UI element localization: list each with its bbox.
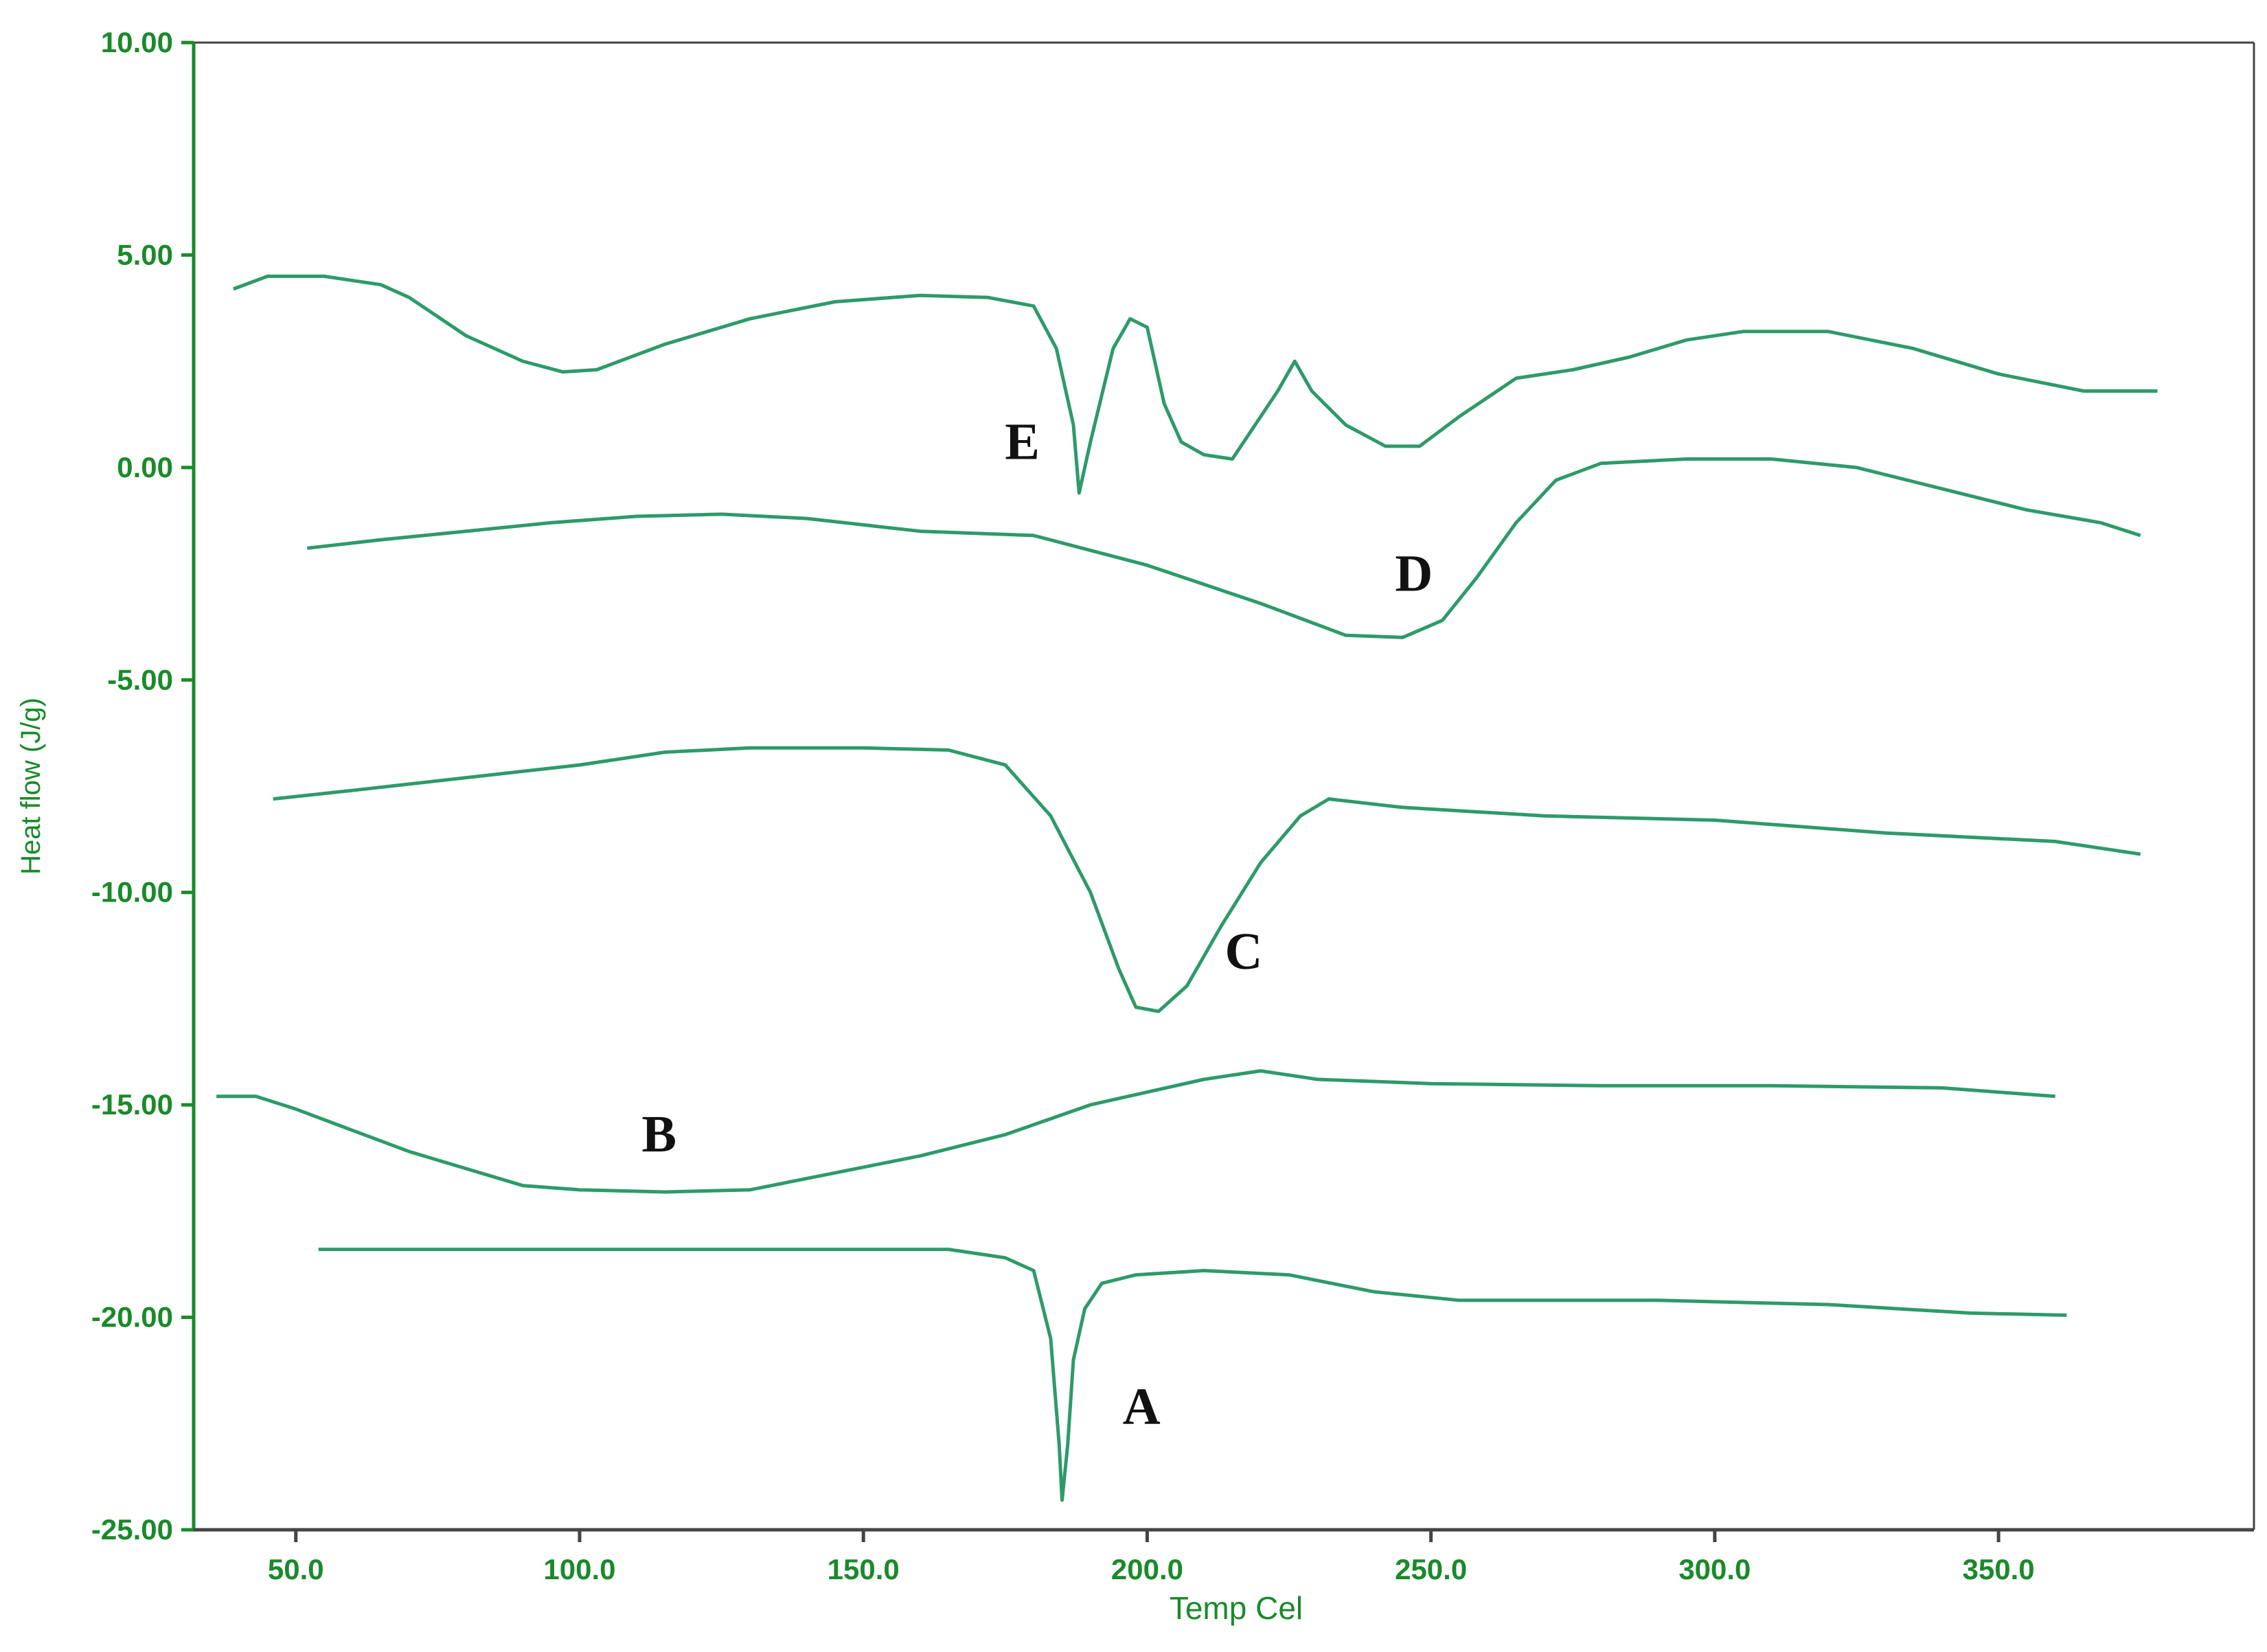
- y-tick-label: -15.00: [91, 1088, 173, 1121]
- x-tick-label: 300.0: [1678, 1553, 1751, 1585]
- y-tick-label: 10.00: [101, 26, 173, 58]
- y-tick-label: -5.00: [107, 663, 173, 696]
- x-axis-title: Temp Cel: [1170, 1590, 1303, 1626]
- x-tick-label: 200.0: [1111, 1553, 1183, 1585]
- curve-label-c: C: [1224, 923, 1262, 980]
- y-tick-label: 0.00: [117, 451, 173, 483]
- curve-e: [233, 274, 2158, 495]
- x-tick-label: 250.0: [1395, 1553, 1467, 1585]
- curve-d: [307, 457, 2141, 639]
- x-tick-label: 50.0: [268, 1553, 324, 1585]
- curve-label-a: A: [1123, 1377, 1161, 1435]
- x-tick-label: 150.0: [828, 1553, 900, 1585]
- y-tick-label: 5.00: [117, 238, 173, 271]
- x-tick-label: 350.0: [1963, 1553, 2035, 1585]
- curve-b: [216, 1069, 2055, 1194]
- y-tick-label: -10.00: [91, 876, 173, 908]
- y-axis-title: Heat flow (J/g): [16, 698, 46, 875]
- curve-label-b: B: [641, 1105, 676, 1163]
- curve-c: [273, 746, 2141, 1013]
- y-tick-label: -25.00: [91, 1513, 173, 1546]
- y-tick-label: -20.00: [91, 1301, 173, 1333]
- curve-label-e: E: [1005, 413, 1040, 470]
- curve-label-d: D: [1395, 544, 1433, 602]
- curve-a: [318, 1248, 2067, 1502]
- x-tick-label: 100.0: [543, 1553, 615, 1585]
